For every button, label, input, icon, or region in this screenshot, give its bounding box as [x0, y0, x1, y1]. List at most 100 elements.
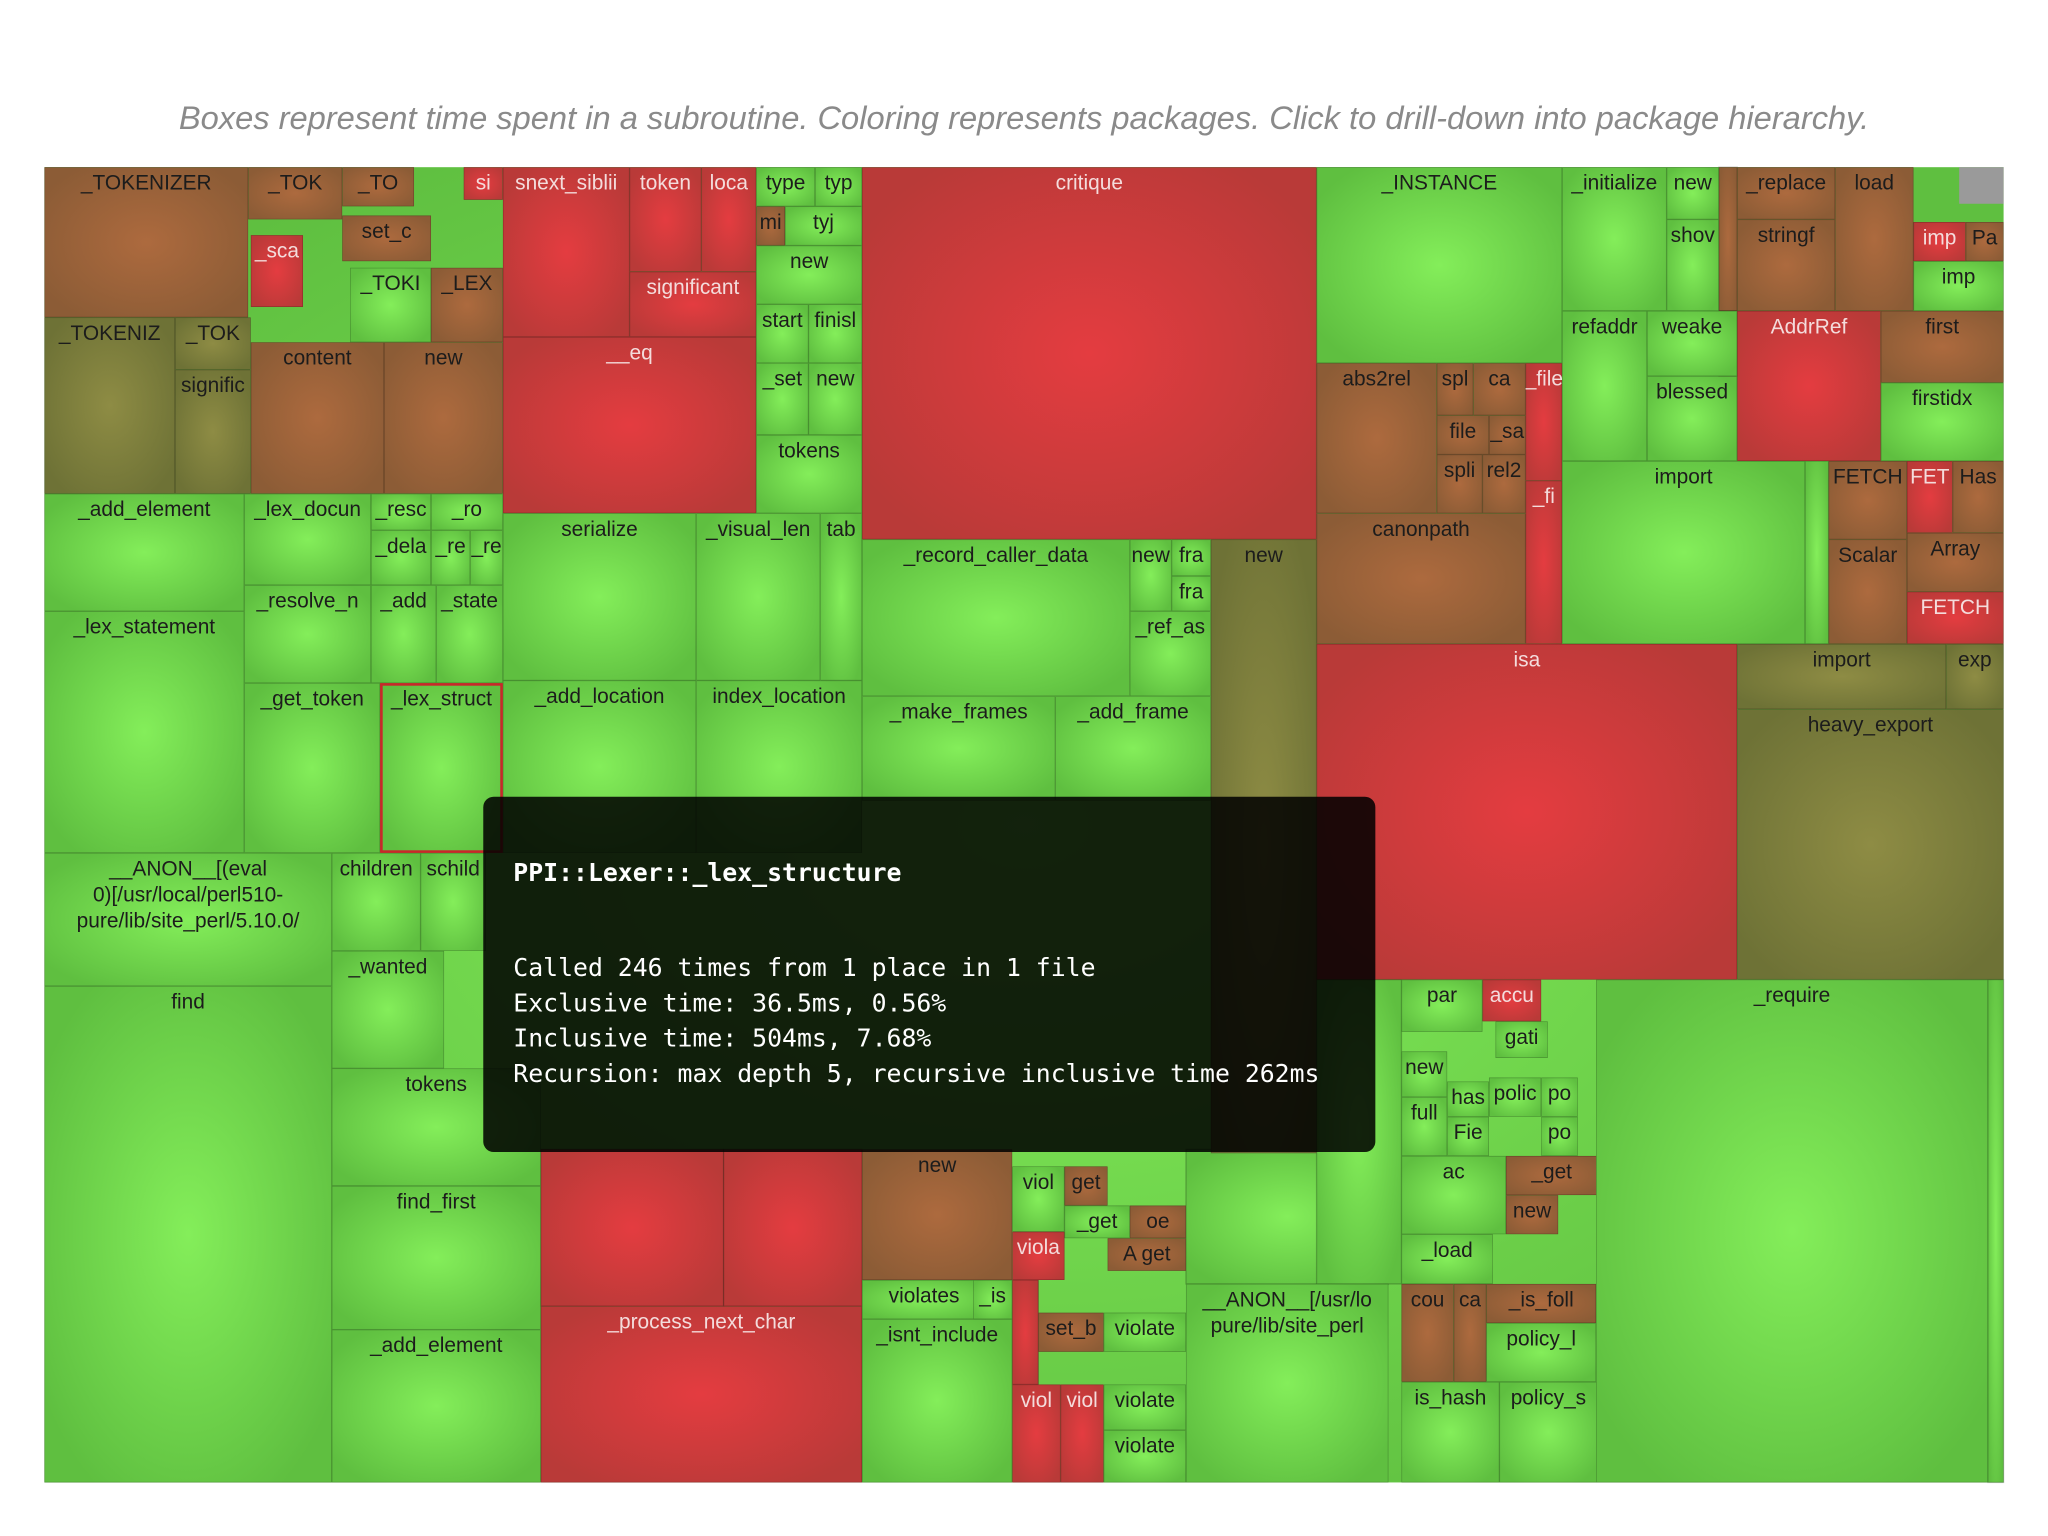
treemap-box[interactable]: _lex_struct [380, 683, 503, 853]
treemap-box[interactable]: snext_siblii [502, 167, 630, 337]
treemap-box[interactable]: import [1737, 643, 1947, 710]
treemap-box[interactable]: si [463, 167, 503, 200]
treemap-box[interactable]: Scalar [1828, 539, 1907, 644]
treemap-box[interactable]: _get_token [244, 683, 381, 853]
treemap-box[interactable]: schild [420, 852, 486, 951]
treemap-box[interactable]: viol [1012, 1166, 1065, 1232]
treemap-box[interactable]: _LEX [431, 267, 503, 343]
treemap-box[interactable]: _fi [1525, 480, 1563, 644]
treemap-box[interactable]: _TO [342, 167, 415, 207]
treemap-box[interactable]: loca [701, 167, 757, 272]
treemap-box[interactable]: rel2 [1482, 454, 1526, 514]
treemap-box[interactable]: weake [1647, 310, 1738, 377]
treemap-box[interactable]: _add [370, 585, 437, 684]
treemap-box[interactable]: _TOK [175, 317, 251, 370]
treemap-box[interactable]: spl [1436, 363, 1474, 416]
treemap-box[interactable]: abs2rel [1316, 363, 1437, 514]
treemap-box[interactable]: isa [1316, 643, 1738, 980]
treemap-box[interactable]: _lex_statement [44, 611, 245, 853]
treemap-box[interactable]: __eq [502, 336, 757, 514]
treemap-box[interactable]: load [1835, 167, 1914, 311]
treemap-box[interactable]: critique [862, 167, 1317, 540]
treemap-box[interactable]: accu [1482, 979, 1542, 1022]
treemap-box[interactable]: _TOK [248, 167, 343, 220]
treemap-box[interactable]: tab [820, 513, 863, 681]
treemap-box[interactable]: Array [1906, 532, 2004, 592]
treemap-box[interactable]: _initialize [1562, 167, 1667, 311]
treemap-box[interactable]: _make_frames [862, 696, 1056, 801]
treemap-box[interactable]: full [1401, 1097, 1448, 1156]
treemap-box[interactable]: imp [1913, 261, 2004, 311]
treemap-box[interactable]: find [44, 986, 332, 1483]
treemap-box[interactable]: FET [1906, 461, 1953, 533]
treemap-box[interactable]: _is_foll [1486, 1283, 1597, 1324]
treemap-box[interactable]: file [1436, 415, 1489, 455]
treemap-box[interactable]: fra [1171, 539, 1211, 576]
treemap-box[interactable]: blessed [1647, 376, 1738, 462]
treemap-box[interactable]: FETCH [1906, 591, 2004, 644]
treemap-box[interactable]: _re [470, 530, 503, 586]
treemap-box[interactable]: Pa [1965, 222, 2004, 262]
treemap-box[interactable]: set_b [1038, 1312, 1104, 1352]
treemap-box[interactable]: gati [1495, 1021, 1548, 1058]
treemap-box[interactable]: viol [1060, 1384, 1104, 1483]
treemap-box[interactable]: violate [1103, 1312, 1186, 1352]
treemap-box[interactable]: _add_element [44, 493, 245, 612]
treemap-box[interactable]: _wanted [331, 950, 445, 1069]
treemap-box[interactable]: content [250, 342, 384, 494]
treemap-box[interactable]: find_first [331, 1185, 541, 1330]
treemap-box[interactable]: typ [815, 167, 863, 207]
treemap-box[interactable]: stringf [1737, 219, 1836, 311]
treemap-box[interactable]: _INSTANCE [1316, 167, 1563, 364]
treemap-box[interactable]: refaddr [1562, 310, 1648, 462]
treemap-box[interactable]: _visual_len [696, 513, 821, 681]
treemap-box[interactable]: _TOKENIZER [44, 167, 249, 318]
treemap-box[interactable]: mi [756, 206, 785, 246]
treemap-box[interactable]: new [756, 245, 863, 305]
treemap-box[interactable]: _lex_docun [244, 493, 371, 586]
treemap-box[interactable]: _state [436, 585, 503, 684]
treemap-box[interactable]: _add_frame [1055, 696, 1211, 801]
treemap-box[interactable]: __ANON__[/usr/lo pure/lib/site_perl [1185, 1283, 1389, 1483]
treemap-box[interactable]: _process_next_char [540, 1306, 863, 1483]
treemap-box[interactable]: Has [1952, 461, 2004, 533]
treemap-box[interactable]: _is [973, 1280, 1013, 1320]
treemap-box[interactable]: imp [1913, 222, 1966, 262]
treemap-box[interactable]: viola [1012, 1231, 1065, 1280]
treemap-box[interactable]: _get [1505, 1155, 1598, 1196]
treemap-box[interactable]: type [756, 167, 816, 207]
treemap-box[interactable]: canonpath [1316, 513, 1526, 644]
treemap-box[interactable]: import [1562, 461, 1806, 644]
treemap-box[interactable]: oe [1129, 1205, 1186, 1239]
treemap-box[interactable]: _load [1401, 1234, 1493, 1284]
treemap-box[interactable]: _ro [431, 493, 503, 531]
treemap-box[interactable]: _get [1064, 1205, 1130, 1239]
treemap-box[interactable]: shov [1666, 219, 1719, 311]
treemap-box[interactable]: viol [1012, 1384, 1061, 1483]
treemap-box[interactable]: cou [1401, 1283, 1454, 1382]
treemap-box[interactable]: _re [431, 530, 471, 586]
treemap-box[interactable]: _record_caller_data [862, 539, 1130, 697]
treemap-box[interactable]: _sca [250, 235, 304, 307]
treemap-box[interactable]: new [1505, 1195, 1559, 1235]
treemap-box[interactable]: _file [1524, 363, 1563, 481]
treemap-box[interactable]: policy_l [1486, 1323, 1597, 1382]
treemap-box[interactable]: new [862, 1149, 1013, 1280]
treemap-box[interactable]: finisl [808, 304, 863, 364]
treemap-box[interactable]: _set [756, 363, 809, 435]
treemap-box[interactable]: po [1541, 1077, 1578, 1117]
treemap-box[interactable]: _isnt_include [862, 1319, 1013, 1483]
treemap-box[interactable]: spli [1436, 454, 1483, 514]
treemap-box[interactable]: signific [175, 369, 251, 494]
treemap-box[interactable]: AddrRef [1737, 310, 1881, 462]
treemap-box[interactable]: _TOKI [350, 267, 432, 343]
treemap-box[interactable]: fra [1171, 576, 1211, 612]
treemap-box[interactable]: has [1447, 1081, 1489, 1117]
treemap-box[interactable]: _dela [370, 530, 432, 586]
treemap-box[interactable]: significant [629, 271, 757, 337]
treemap-box[interactable]: new [1401, 1051, 1448, 1098]
treemap-box[interactable]: violates [862, 1280, 987, 1320]
treemap-box[interactable]: _ref_as [1129, 611, 1211, 697]
treemap-box[interactable]: new [1129, 539, 1172, 612]
treemap-box[interactable]: is_hash [1401, 1381, 1500, 1483]
